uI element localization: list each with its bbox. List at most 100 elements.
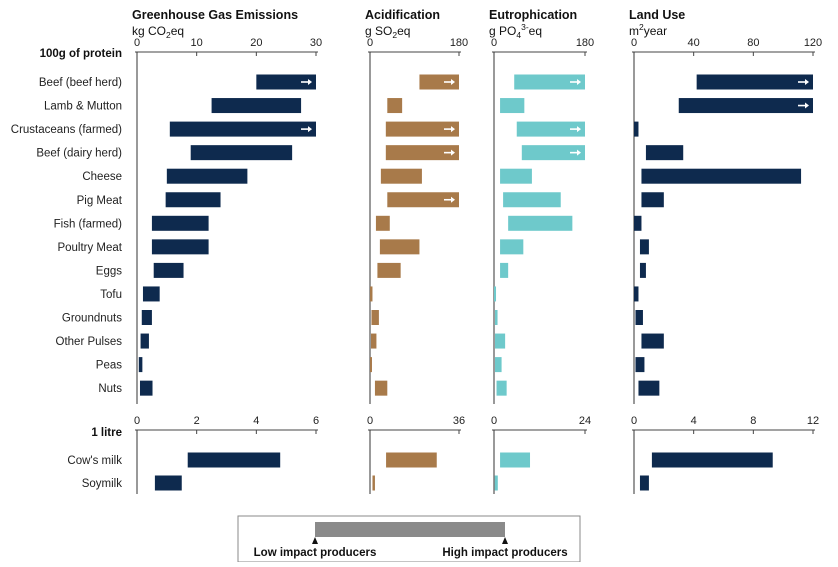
tick-label: 20 xyxy=(250,37,262,49)
bar-protein xyxy=(500,239,524,255)
bar-protein xyxy=(385,145,459,161)
bar-protein xyxy=(142,286,160,302)
legend-range-bar xyxy=(315,522,505,537)
panel-unit: g PO43-eq xyxy=(489,22,542,40)
bar-protein xyxy=(500,98,525,114)
tick-label: 0 xyxy=(367,37,373,49)
category-label: Cheese xyxy=(82,171,122,183)
bar-protein xyxy=(500,168,532,184)
tick-label: 120 xyxy=(804,37,822,49)
bar-protein xyxy=(503,192,561,208)
bar-protein xyxy=(696,74,813,90)
bar-protein xyxy=(370,357,372,373)
bar-protein xyxy=(634,215,642,231)
bar-protein xyxy=(495,310,498,325)
panel-title: Greenhouse Gas Emissions xyxy=(132,8,298,22)
section-label-protein: 100g of protein xyxy=(40,48,122,60)
legend-low-marker xyxy=(312,537,318,544)
bar-protein xyxy=(140,333,149,349)
tick-label: 36 xyxy=(453,415,465,427)
overflow-arrowhead xyxy=(451,126,455,133)
bar-protein xyxy=(166,168,248,184)
bar-protein xyxy=(151,239,209,255)
overflow-arrowhead xyxy=(308,126,312,133)
tick-label: 180 xyxy=(450,37,468,49)
bar-protein xyxy=(635,310,643,325)
bar-protein xyxy=(138,357,143,373)
category-label: Peas xyxy=(96,360,122,372)
bar-protein xyxy=(169,121,316,137)
category-label: Beef (beef herd) xyxy=(39,77,122,89)
tick-label: 12 xyxy=(807,415,819,427)
overflow-arrowhead xyxy=(451,196,455,203)
panel-unit: kg CO2eq xyxy=(132,24,184,40)
panel-title: Acidification xyxy=(365,8,440,22)
bar-protein xyxy=(634,286,639,302)
tick-label: 80 xyxy=(747,37,759,49)
category-label: Beef (dairy herd) xyxy=(36,148,122,160)
category-label: Poultry Meat xyxy=(57,242,122,254)
overflow-arrowhead xyxy=(577,79,581,85)
category-label: Pig Meat xyxy=(77,195,123,207)
bar-protein xyxy=(641,333,664,349)
tick-label: 0 xyxy=(134,37,140,49)
bar-milk xyxy=(494,475,498,491)
bar-protein xyxy=(190,145,293,161)
legend-high-marker xyxy=(502,537,508,544)
tick-label: 8 xyxy=(750,415,756,427)
bar-protein xyxy=(374,380,388,396)
bar-milk xyxy=(500,452,531,468)
legend-low-label: Low impact producers xyxy=(254,547,377,559)
bar-protein xyxy=(375,215,390,231)
tick-label: 0 xyxy=(134,415,140,427)
panel-title: Land Use xyxy=(629,8,685,22)
bar-protein xyxy=(153,262,184,278)
category-label: Nuts xyxy=(98,383,122,395)
bar-milk xyxy=(386,452,437,468)
bar-protein xyxy=(634,121,639,137)
legend-high-label: High impact producers xyxy=(442,547,567,559)
tick-label: 0 xyxy=(367,415,373,427)
bar-protein xyxy=(379,239,420,255)
bar-protein xyxy=(678,98,813,114)
tick-label: 4 xyxy=(691,415,697,427)
section-label-milk: 1 litre xyxy=(91,427,122,439)
bar-protein xyxy=(516,121,585,137)
bar-protein xyxy=(639,239,649,255)
panel-title: Eutrophication xyxy=(489,8,577,22)
bar-protein xyxy=(645,145,684,161)
bar-protein xyxy=(641,192,664,208)
tick-label: 40 xyxy=(688,37,700,49)
bar-milk xyxy=(372,475,375,491)
tick-label: 4 xyxy=(253,415,259,427)
tick-label: 30 xyxy=(310,37,322,49)
bar-milk xyxy=(154,475,182,491)
panel-unit: m2year xyxy=(629,22,667,38)
category-label: Cow's milk xyxy=(67,455,122,467)
bar-protein xyxy=(639,262,646,278)
category-label: Fish (farmed) xyxy=(54,218,123,230)
bar-protein xyxy=(377,262,401,278)
tick-label: 2 xyxy=(194,415,200,427)
panel-unit: g SO2eq xyxy=(365,24,410,40)
category-label: Tofu xyxy=(100,289,122,301)
bar-protein xyxy=(495,357,502,373)
bar-milk xyxy=(651,452,773,468)
tick-label: 10 xyxy=(191,37,203,49)
overflow-arrowhead xyxy=(805,102,809,109)
overflow-arrowhead xyxy=(451,149,455,156)
bar-protein xyxy=(165,192,221,208)
tick-label: 180 xyxy=(576,37,594,49)
overflow-arrowhead xyxy=(451,79,455,85)
category-label: Groundnuts xyxy=(62,313,122,325)
bar-protein xyxy=(521,145,585,161)
bar-protein xyxy=(371,310,379,325)
overflow-arrowhead xyxy=(805,79,809,85)
bar-protein xyxy=(380,168,422,184)
bar-protein xyxy=(370,333,377,349)
category-label: Crustaceans (farmed) xyxy=(11,124,122,136)
bar-protein xyxy=(494,286,497,302)
